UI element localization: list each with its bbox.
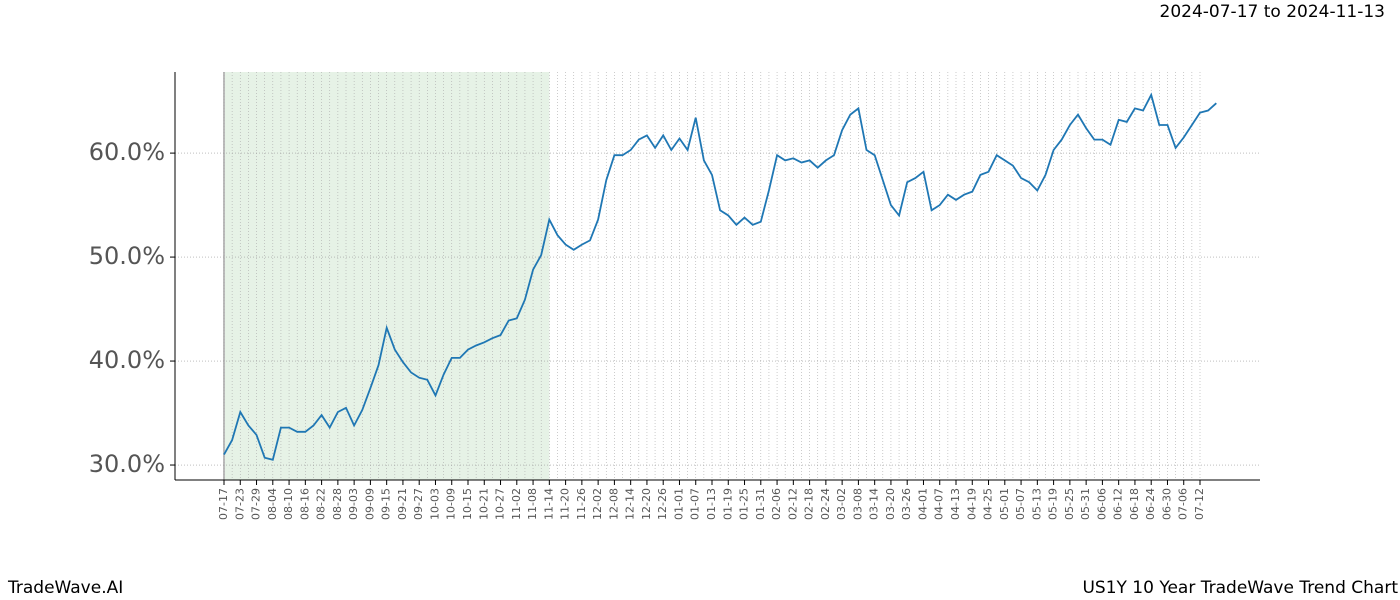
x-tick-label: 10-21	[477, 488, 490, 520]
x-tick-label: 02-24	[819, 488, 832, 520]
x-tick-label: 10-15	[461, 488, 474, 520]
x-tick-label: 08-10	[282, 488, 295, 520]
x-tick-label: 04-19	[965, 488, 978, 520]
x-tick-label: 06-06	[1095, 488, 1108, 520]
x-tick-label: 09-03	[347, 488, 360, 520]
x-tick-label: 09-15	[380, 488, 393, 520]
x-tick-label: 08-16	[298, 488, 311, 520]
x-tick-label: 11-20	[559, 488, 572, 520]
x-tick-label: 05-01	[998, 488, 1011, 520]
x-tick-label: 06-18	[1128, 488, 1141, 520]
x-tick-label: 11-08	[526, 488, 539, 520]
x-tick-label: 03-08	[851, 488, 864, 520]
x-tick-label: 02-12	[786, 488, 799, 520]
x-tick-label: 05-13	[1030, 488, 1043, 520]
x-tick-label: 07-12	[1193, 488, 1206, 520]
x-tick-label: 04-07	[933, 488, 946, 520]
y-tick-label: 50.0%	[89, 242, 165, 270]
x-tick-label: 03-26	[900, 488, 913, 520]
x-tick-label: 09-27	[412, 488, 425, 520]
x-tick-label: 12-20	[640, 488, 653, 520]
x-tick-label: 11-14	[542, 488, 555, 520]
chart-title: US1Y 10 Year TradeWave Trend Chart	[1082, 578, 1398, 598]
x-tick-label: 09-21	[396, 488, 409, 520]
x-tick-label: 12-02	[591, 488, 604, 520]
brand: TradeWave.AI	[7, 578, 123, 598]
y-tick-label: 40.0%	[89, 346, 165, 374]
x-tick-label: 02-06	[770, 488, 783, 520]
x-tick-label: 01-25	[738, 488, 751, 520]
x-tick-label: 10-27	[494, 488, 507, 520]
x-tick-label: 11-26	[575, 488, 588, 520]
x-tick-label: 06-24	[1144, 488, 1157, 520]
x-tick-label: 05-07	[1014, 488, 1027, 520]
x-tick-label: 08-04	[266, 488, 279, 520]
y-tick-label: 30.0%	[89, 450, 165, 478]
x-tick-label: 12-08	[607, 488, 620, 520]
x-tick-label: 04-01	[916, 488, 929, 520]
x-tick-label: 04-13	[949, 488, 962, 520]
x-tick-label: 01-01	[672, 488, 685, 520]
x-tick-label: 12-26	[656, 488, 669, 520]
x-tick-label: 11-02	[510, 488, 523, 520]
x-tick-label: 06-30	[1160, 488, 1173, 520]
line	[223, 92, 1217, 461]
x-tick-label: 01-31	[754, 488, 767, 520]
x-tick-label: 05-31	[1079, 488, 1092, 520]
x-tick-label: 09-09	[363, 488, 376, 520]
x-tick-label: 03-20	[884, 488, 897, 520]
x-tick-label: 07-29	[250, 488, 263, 520]
x-tick-label: 03-02	[835, 488, 848, 520]
x-tick-label: 01-19	[721, 488, 734, 520]
x-tick-label: 03-14	[868, 488, 881, 520]
x-tick-label: 08-22	[315, 488, 328, 520]
x-tick-label: 05-19	[1047, 488, 1060, 520]
x-tick-label: 12-14	[624, 488, 637, 520]
x-tick-label: 06-12	[1112, 488, 1125, 520]
y-tick-label: 60.0%	[89, 138, 165, 166]
x-tick-label: 07-17	[217, 488, 230, 520]
x-tick-label: 04-25	[982, 488, 995, 520]
x-tick-label: 10-03	[428, 488, 441, 520]
x-tick-label: 07-06	[1177, 488, 1190, 520]
x-tick-label: 10-09	[445, 488, 458, 520]
x-tick-label: 02-18	[803, 488, 816, 520]
x-tick-label: 05-25	[1063, 488, 1076, 520]
x-tick-label: 08-28	[331, 488, 344, 520]
chart-subtitle: 2024-07-17 to 2024-11-13	[1160, 2, 1385, 22]
x-tick-label: 01-07	[689, 488, 702, 520]
x-tick-label: 07-23	[233, 488, 246, 520]
x-tick-label: 01-13	[705, 488, 718, 520]
